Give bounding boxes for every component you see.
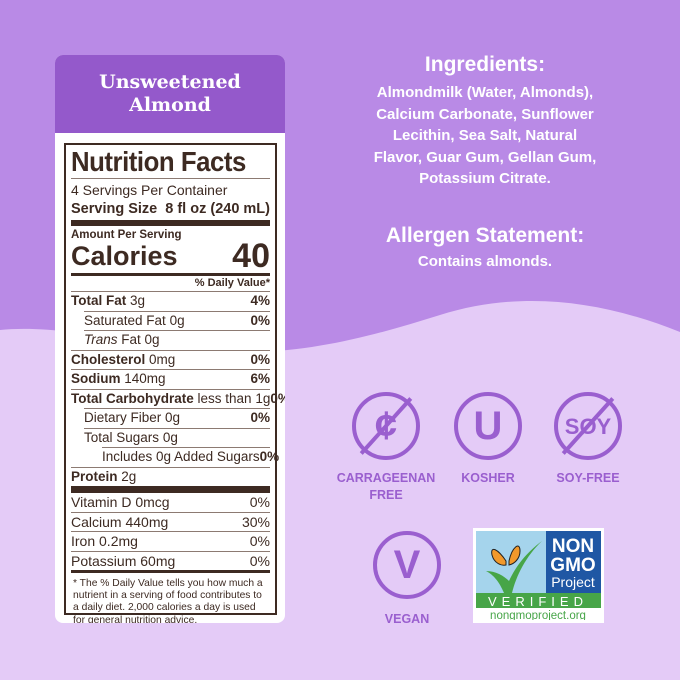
nutrient-row: Cholesterol 0mg 0% (71, 351, 270, 367)
svg-text:GMO: GMO (550, 555, 595, 576)
amount-per-serving: Amount Per Serving (71, 229, 182, 241)
nutrient-row: Total Carbohydrate less than 1g0% (71, 390, 285, 406)
vitamin-row: Potassium 60mg 0% (71, 552, 270, 569)
nutrient-row: Sodium 140mg 6% (71, 371, 270, 386)
badge-carrageenan: ¢ CARRAGEENAN FREE (336, 392, 436, 504)
serving-size: Serving Size 8 fl oz (240 mL) (71, 200, 270, 217)
calories: Calories 40 (71, 237, 270, 275)
vitamin-row: Calcium 440mg 30% (71, 513, 270, 530)
non-gmo-verified-logo: NON GMO Project VERIFIED nongmoproject.o… (473, 528, 604, 623)
nutrient-row: Dietary Fiber 0g 0% (84, 410, 270, 425)
nutrient-row: Includes 0g Added Sugars 0% (102, 449, 280, 464)
nutrient-row: Saturated Fat 0g 0% (84, 312, 270, 328)
svg-text:Project: Project (551, 574, 595, 590)
svg-text:NON: NON (552, 536, 594, 557)
badge-vegan: V VEGAN (357, 531, 457, 628)
ingredients-line: Flavor, Guar Gum, Gellan Gum, (373, 148, 597, 166)
allergen-section: Allergen Statement: Contains almonds. (330, 224, 640, 273)
soy-free-icon: SØY (554, 392, 622, 460)
vitamin-row: Iron 0.2mg 0% (71, 533, 270, 549)
allergen-text: Contains almonds. (417, 253, 553, 270)
nutrition-title: Nutrition Facts (71, 146, 246, 177)
ingredients-line: Potassium Citrate. (419, 170, 551, 187)
daily-value-header: % Daily Value* (194, 277, 270, 289)
nutrient-row: Total Fat 3g 4% (71, 293, 270, 308)
nutrient-row: Protein 2g (71, 468, 137, 484)
kosher-icon: U (454, 392, 522, 460)
ingredients-line: Calcium Carbonate, Sunflower (376, 105, 594, 123)
allergen-title: Allergen Statement: (385, 224, 585, 247)
footnote: * The % Daily Value tells you how much a… (73, 578, 263, 623)
nutrition-facts-label: Nutrition Facts 4 Servings Per Container… (64, 143, 285, 623)
nutrient-row: Trans Fat 0g (84, 332, 160, 347)
servings: 4 Servings Per Container (71, 182, 228, 198)
non-gmo-butterfly-icon: NON GMO Project VERIFIED nongmoproject.o… (476, 531, 601, 622)
ingredients-line: Lecithin, Sea Salt, Natural (392, 127, 578, 144)
flavor-title: Unsweetened Almond (55, 55, 285, 133)
nutrition-card: Unsweetened Almond Nutrition Facts 4 Ser… (55, 55, 285, 623)
ingredients-line: Almondmilk (Water, Almonds), (376, 84, 594, 101)
svg-text:nongmoproject.org: nongmoproject.org (490, 610, 586, 620)
svg-text:VERIFIED: VERIFIED (488, 594, 588, 609)
badge-kosher: U KOSHER (438, 392, 538, 487)
badge-soy-free: SØY SOY-FREE (538, 392, 638, 487)
vegan-icon: V (373, 531, 441, 599)
ingredients-section: Ingredients: Almondmilk (Water, Almonds)… (330, 53, 640, 190)
ingredients-title: Ingredients: (424, 53, 546, 76)
vitamin-row: Vitamin D 0mcg 0% (71, 494, 270, 510)
carrageenan-free-icon: ¢ (352, 392, 420, 460)
nutrient-row: Total Sugars 0g (84, 429, 178, 445)
